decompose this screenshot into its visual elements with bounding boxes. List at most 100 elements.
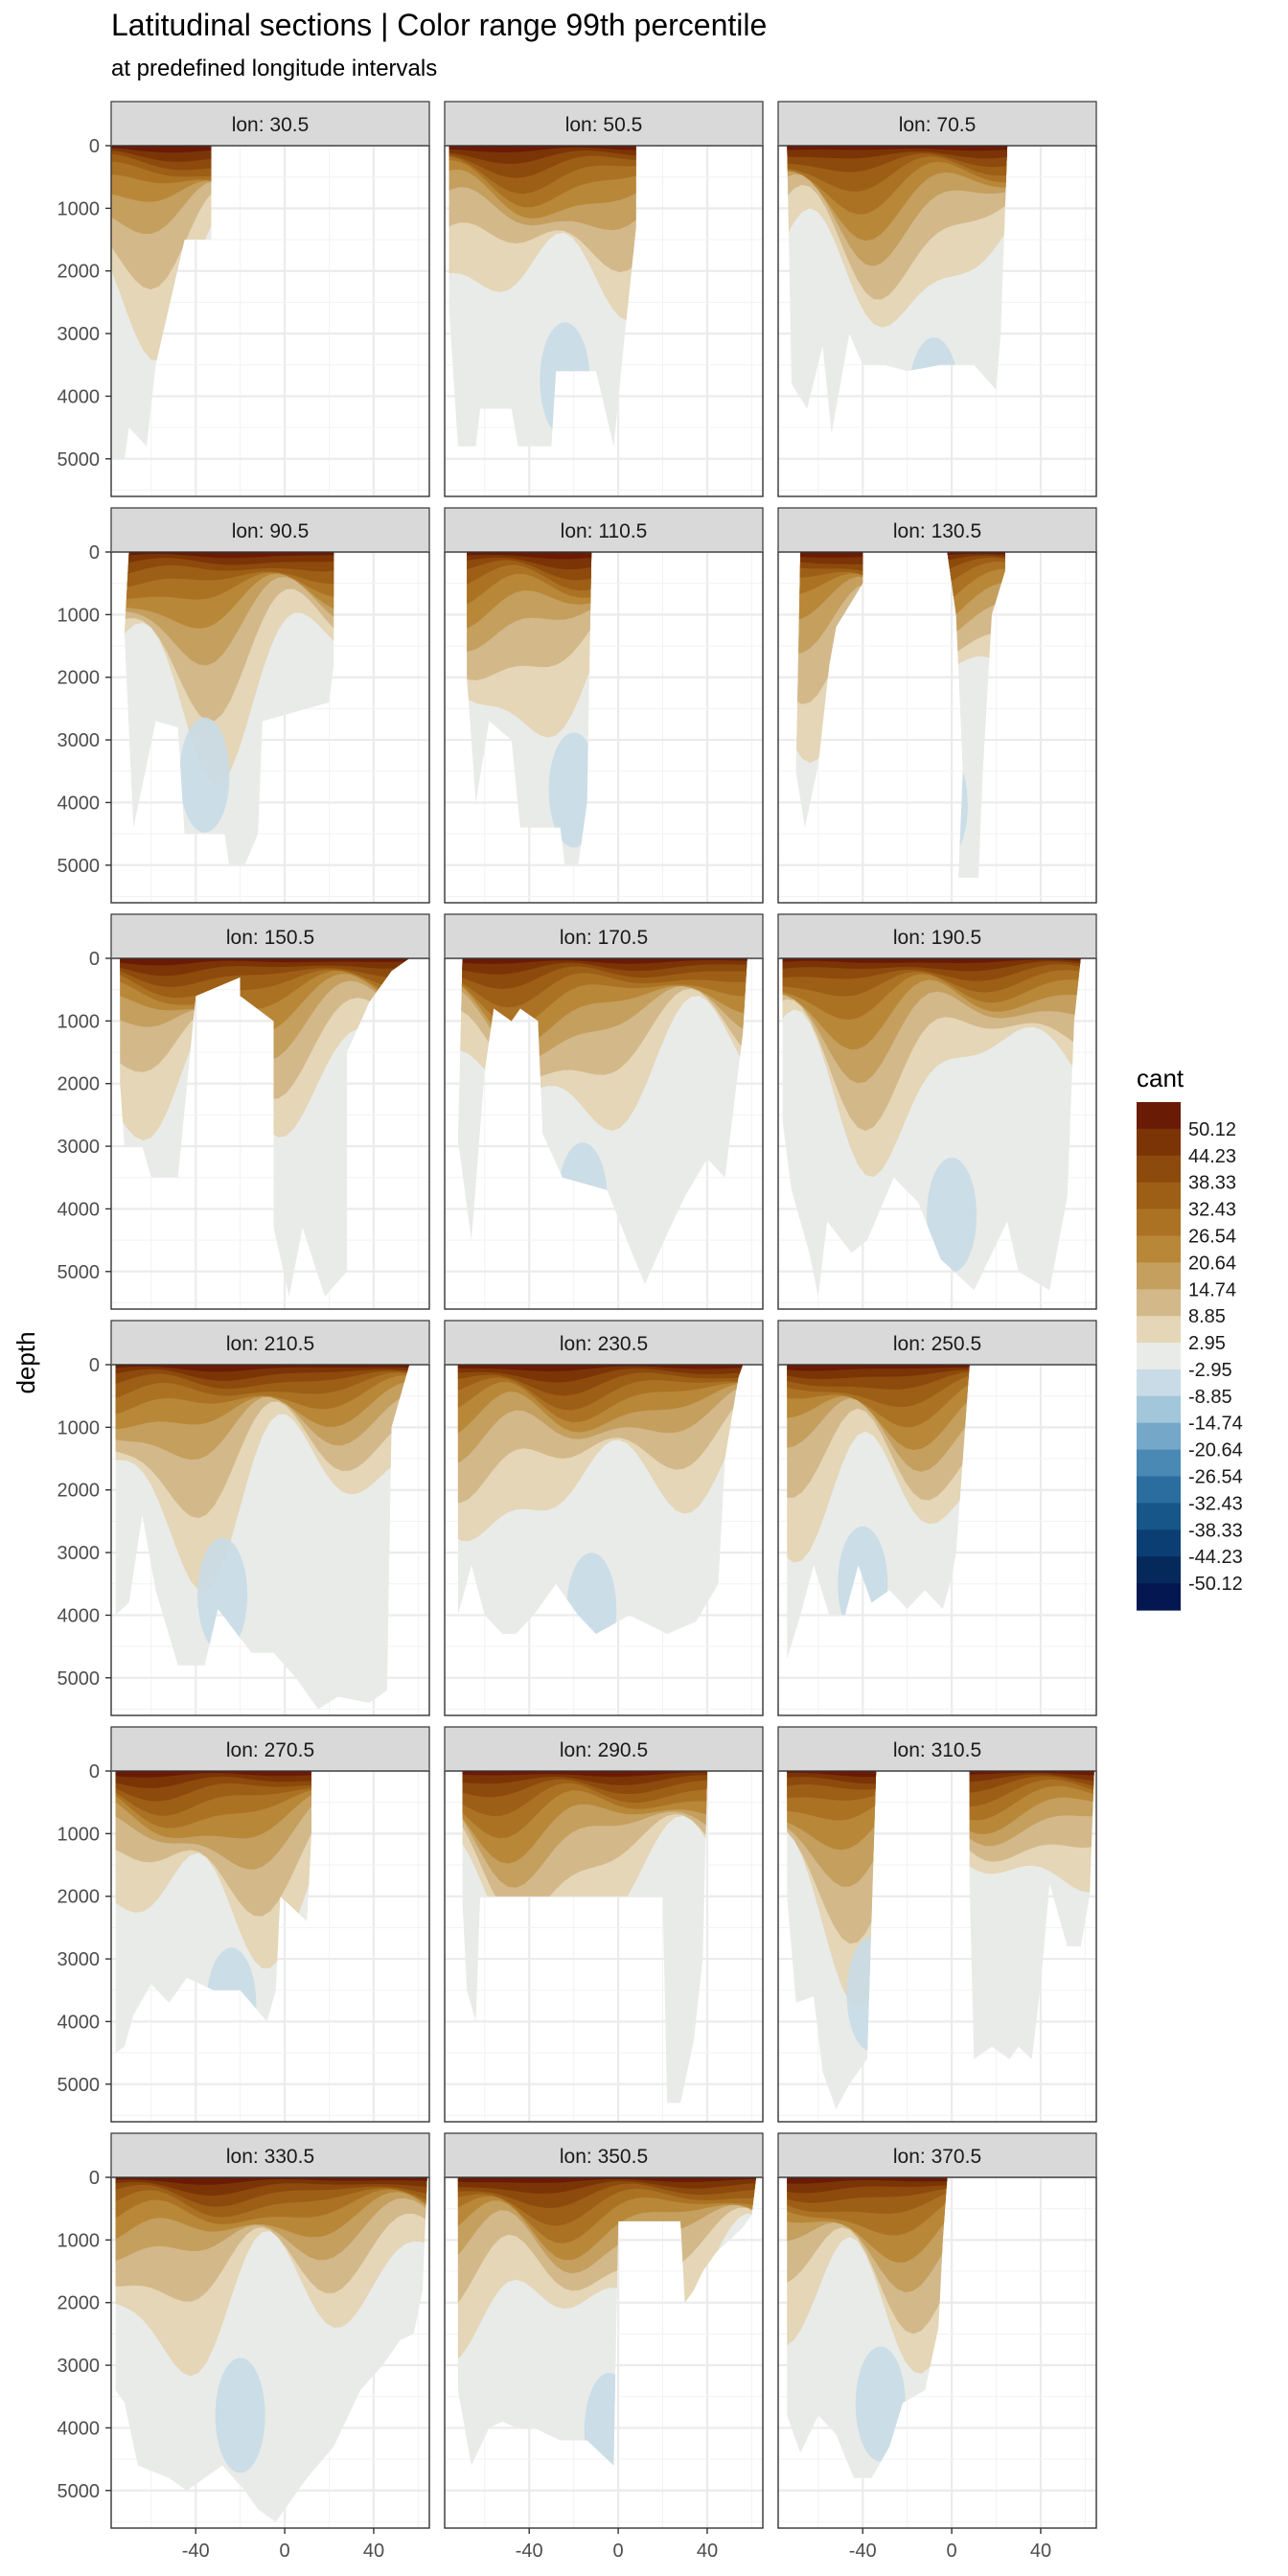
facet-panel: lon: 90.5 0 1000 2000 3000 4000 5000 [58, 507, 430, 904]
facet-panel: lon: 110.5 [444, 507, 764, 904]
legend-swatch [1137, 1182, 1181, 1210]
y-tick-label: 3000 [58, 1543, 101, 1564]
y-tick-label: 2000 [58, 262, 101, 283]
contour-band [115, 1771, 311, 1788]
facet-strip [110, 1726, 430, 1772]
facet-strip-label: lon: 350.5 [560, 2146, 648, 2168]
facet-panel: lon: 230.5 [444, 1320, 764, 1716]
legend-swatch [1137, 1449, 1181, 1478]
panel-border [777, 551, 1097, 904]
facet-panel: lon: 270.5 0 1000 2000 3000 4000 5000 [58, 1726, 430, 2123]
y-tick-label: 1000 [58, 2230, 101, 2251]
facet-strip-label: lon: 270.5 [226, 1739, 314, 1761]
facet-strip [444, 1726, 764, 1772]
legend-swatch [1137, 1128, 1181, 1157]
contour-band [462, 1771, 707, 1777]
y-tick-label: 4000 [58, 1199, 101, 1220]
legend-swatch [1137, 1476, 1181, 1504]
chart-title: Latitudinal sections | Color range 99th … [111, 8, 768, 42]
facet-strip-label: lon: 130.5 [893, 520, 981, 542]
x-tick-label: 40 [697, 2541, 718, 2562]
section-field [115, 2177, 427, 2522]
legend-label: 20.64 [1188, 1253, 1236, 1274]
legend-label: -32.43 [1188, 1493, 1243, 1514]
legend-swatch [1137, 1530, 1181, 1557]
negative-anomaly [855, 2346, 906, 2462]
facet-panel: lon: 350.5 -40 0 40 [444, 2132, 764, 2562]
negative-anomaly [197, 1537, 248, 1653]
facet-panel: lon: 310.5 [777, 1726, 1097, 2123]
panel-border [777, 2176, 1097, 2529]
section-field [467, 552, 592, 865]
y-tick-label: 1000 [58, 1417, 101, 1438]
y-tick-label: 0 [89, 949, 100, 970]
chart-subtitle: at predefined longitude intervals [111, 56, 438, 81]
facet-strip [777, 2132, 1097, 2178]
section-field [124, 552, 334, 865]
facet-strip [444, 101, 764, 147]
y-tick-label: 5000 [58, 1262, 101, 1283]
facet-strip-label: lon: 250.5 [893, 1333, 981, 1355]
section-field [787, 146, 1008, 434]
contour-band [787, 1365, 970, 1371]
contour-band [787, 2177, 948, 2194]
y-tick-label: 0 [89, 542, 100, 564]
legend-swatch [1137, 1316, 1181, 1344]
y-tick-label: 3000 [58, 1137, 101, 1158]
negative-anomaly [179, 717, 230, 833]
y-tick-label: 4000 [58, 2418, 101, 2439]
facet-strip [444, 2132, 764, 2178]
legend-label: 8.85 [1188, 1306, 1226, 1327]
facet-strip-label: lon: 110.5 [561, 520, 648, 542]
facet-panel: lon: 130.5 [777, 507, 1097, 904]
panel-border [110, 957, 430, 1310]
legend-label: -50.12 [1188, 1574, 1243, 1595]
y-tick-label: 2000 [58, 1481, 101, 1502]
panel-border [444, 2176, 764, 2529]
y-tick-label: 5000 [58, 856, 101, 877]
facet-strip [777, 101, 1097, 147]
facet-panel: lon: 30.5 0 1000 2000 3000 4000 5000 [58, 101, 430, 497]
contour-band [120, 958, 410, 966]
y-tick-label: 5000 [58, 2481, 101, 2502]
facet-strip [777, 1726, 1097, 1772]
panel-border [777, 957, 1097, 1310]
contour-band [115, 1771, 311, 1778]
facet-strip-label: lon: 170.5 [560, 927, 648, 949]
y-tick-label: 4000 [58, 793, 101, 814]
facet-strip [777, 1320, 1097, 1366]
facet-panel: lon: 210.5 0 1000 2000 3000 4000 5000 [58, 1320, 430, 1716]
facet-panel: lon: 370.5 -40 0 40 [777, 2132, 1097, 2562]
contour-band [782, 958, 1081, 963]
y-tick-label: 0 [89, 1761, 100, 1782]
x-tick-label: 0 [613, 2541, 624, 2562]
facet-strip-label: lon: 50.5 [565, 114, 643, 136]
legend-label: 14.74 [1188, 1279, 1236, 1300]
legend-swatch [1137, 1262, 1181, 1290]
contour-band [457, 2177, 756, 2183]
facet-strip [110, 913, 430, 959]
panel-border [444, 1364, 764, 1716]
panel-border [110, 2176, 430, 2529]
facet-panel: lon: 330.5 0 1000 2000 3000 4000 5000 -40 0 40 [58, 2132, 430, 2562]
panel-border [444, 957, 764, 1310]
y-tick-label: 2000 [58, 1074, 101, 1095]
negative-anomaly [215, 2358, 265, 2473]
contour-band [787, 146, 1008, 151]
y-tick-label: 1000 [58, 1011, 101, 1032]
panel-border [110, 145, 430, 497]
contour-band [124, 552, 334, 559]
facet-strip-label: lon: 30.5 [232, 114, 310, 136]
y-tick-label: 2000 [58, 2293, 101, 2314]
contour-band [448, 146, 636, 152]
legend-swatch [1137, 1343, 1181, 1370]
section-field [448, 146, 636, 447]
facet-panel: lon: 290.5 [444, 1726, 764, 2123]
panel-border [444, 551, 764, 904]
legend-label: 32.43 [1188, 1200, 1236, 1221]
legend-label: 2.95 [1188, 1333, 1226, 1354]
x-tick-label: 40 [363, 2541, 384, 2562]
legend-label: -44.23 [1188, 1547, 1243, 1568]
y-tick-label: 0 [89, 1355, 100, 1376]
